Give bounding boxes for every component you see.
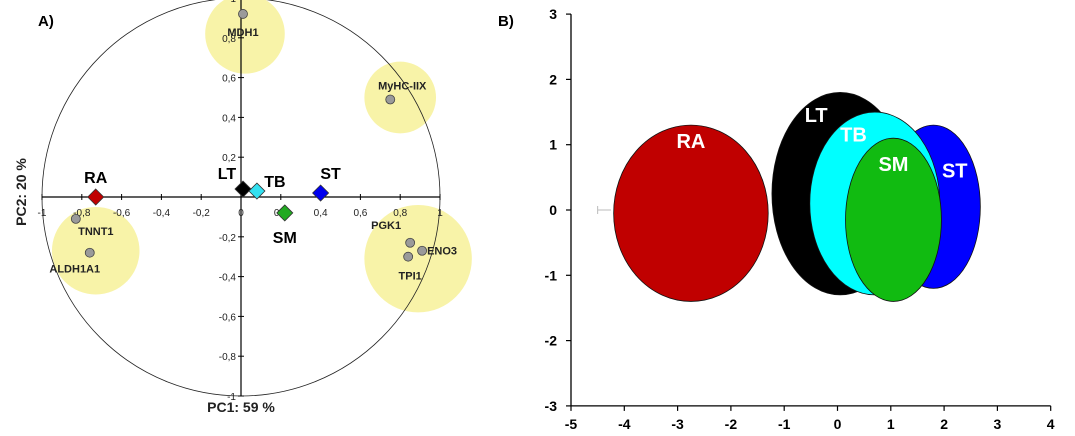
x-tick-label: 1	[887, 416, 895, 432]
group-marker	[276, 204, 294, 222]
panel-a-pca-loadings: A) -1 -1 -0,8 -0,8 -0,6 -0,6 -0,4 -0,4 -0,2 -0,2 0,…	[13, 0, 472, 415]
x-tick-label: 3	[994, 416, 1002, 432]
variable-label: MyHC-IIX	[378, 80, 427, 92]
variable-point	[403, 251, 414, 262]
y-tick-label: -0,2	[219, 233, 237, 244]
x-tick-label: 0,4	[314, 208, 328, 219]
y-axis-title: PC2: 20 %	[13, 158, 29, 226]
y-tick-label: 1	[549, 137, 557, 153]
y-tick-label: 2	[549, 71, 557, 87]
x-tick-label: -0,8	[73, 208, 91, 219]
highlight-cluster	[205, 0, 285, 74]
x-tick-label: -0,4	[153, 208, 171, 219]
x-tick-label: -2	[725, 416, 738, 432]
highlight-cluster	[364, 61, 437, 134]
y-tick-label: 1	[230, 0, 236, 5]
ellipse-label: ST	[942, 160, 968, 182]
x-tick-label: -0,6	[113, 208, 131, 219]
variable-label: ENO3	[427, 246, 457, 258]
y-tick-label: 3	[549, 6, 557, 22]
variable-label: MDH1	[227, 27, 258, 39]
y-tick-label: -3	[545, 398, 558, 414]
y-tick-label: 0,8	[222, 34, 236, 45]
highlight-cluster	[364, 204, 472, 313]
ellipse-label: RA	[676, 131, 705, 153]
x-tick-label: 0,8	[393, 208, 407, 219]
y-tick-label: 0,4	[222, 113, 236, 124]
variable-point	[385, 94, 396, 105]
x-tick-label: 0,6	[353, 208, 367, 219]
x-tick-label: -4	[618, 416, 631, 432]
variable-point	[70, 213, 81, 224]
variable-point	[405, 237, 416, 248]
group-marker	[87, 188, 105, 206]
panel-b-pca-scores: B) RA LT TB SM ST 3 2 1 0 -1 -2 -3 -5 -4 -3 -2 -1 0 1 2 3 4	[498, 6, 1055, 432]
ellipse-label: TB	[840, 124, 867, 146]
variable-point	[417, 245, 427, 256]
ellipse-label: LT	[805, 105, 828, 127]
x-tick-label: -3	[671, 416, 684, 432]
variable-point	[238, 9, 248, 19]
variable-label: PGK1	[371, 220, 401, 232]
y-tick-label: -1	[227, 392, 236, 403]
y-tick-label: 0	[549, 202, 557, 218]
y-tick-label: -2	[545, 333, 558, 349]
x-tick-label: 4	[1047, 416, 1055, 432]
variable-label: TNNT1	[78, 226, 113, 238]
x-tick-label: -1	[38, 208, 47, 219]
y-tick-label: -0,4	[219, 273, 237, 284]
panel-b-label: B)	[498, 13, 514, 30]
highlight-cluster	[51, 206, 140, 295]
x-tick-label: 0	[834, 416, 842, 432]
y-tick-label: 0,6	[222, 74, 236, 85]
y-tick-label: -1	[545, 267, 558, 283]
group-label: RA	[84, 170, 108, 187]
group-label: LT	[218, 166, 237, 183]
x-tick-label: -1	[778, 416, 791, 432]
y-tick-label: -0,6	[219, 312, 237, 323]
x-tick-label: 1	[437, 208, 443, 219]
group-label: ST	[320, 166, 341, 183]
variable-point	[84, 247, 95, 258]
group-ellipse	[845, 137, 942, 302]
variable-label: TPI1	[399, 271, 422, 283]
x-tick-label: 0	[238, 208, 244, 219]
variable-label: ALDH1A1	[49, 264, 100, 276]
x-tick-label: -5	[565, 416, 578, 432]
panel-a-label: A)	[38, 13, 54, 30]
ellipse-label: SM	[878, 154, 908, 176]
x-tick-label: 2	[940, 416, 948, 432]
group-marker	[248, 182, 266, 200]
group-marker	[234, 180, 252, 198]
group-label: TB	[264, 174, 285, 191]
x-axis-title: PC1: 59 %	[207, 399, 275, 415]
group-marker	[312, 184, 330, 202]
y-tick-label: -0,8	[219, 352, 237, 363]
x-tick-label: -0,2	[193, 208, 211, 219]
group-label: SM	[273, 230, 297, 247]
y-tick-label: 0,2	[222, 153, 236, 164]
group-ellipse	[613, 124, 769, 302]
